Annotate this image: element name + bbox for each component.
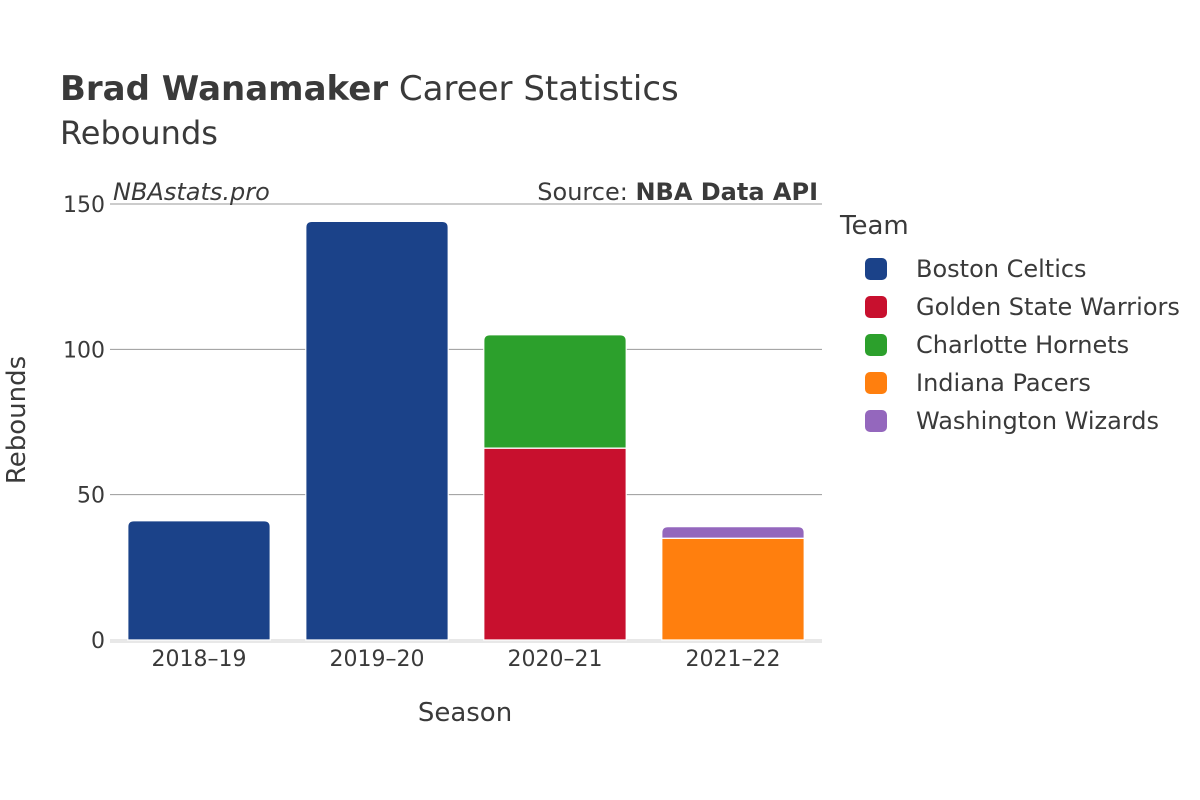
y-axis-title: Rebounds	[2, 356, 32, 484]
legend-item[interactable]: Boston Celtics	[840, 250, 1180, 288]
legend-swatch	[865, 410, 887, 432]
legend-swatch	[865, 334, 887, 356]
legend-label: Indiana Pacers	[916, 369, 1091, 397]
y-tick-label: 150	[63, 193, 105, 218]
bar-charlotte-hornets-2020–21	[483, 334, 627, 449]
legend-item[interactable]: Washington Wizards	[840, 402, 1180, 440]
chart-subtitle: Rebounds	[60, 114, 218, 152]
legend-item[interactable]: Indiana Pacers	[840, 364, 1180, 402]
source-label: Source:	[537, 178, 635, 206]
chart-title: Brad Wanamaker Career Statistics	[60, 68, 679, 110]
legend-item[interactable]: Golden State Warriors	[840, 288, 1180, 326]
x-axis-title: Season	[418, 698, 512, 728]
bars	[127, 220, 805, 641]
legend-swatch	[865, 372, 887, 394]
legend-swatch	[865, 258, 887, 280]
legend-label: Charlotte Hornets	[916, 331, 1130, 359]
legend: Team Boston Celtics Golden State Warriors…	[840, 206, 1180, 440]
legend-swatch	[865, 296, 887, 318]
title-rest: Career Statistics	[398, 69, 679, 109]
legend-label: Golden State Warriors	[916, 293, 1180, 321]
x-tick-label: 2020–21	[508, 647, 603, 672]
y-tick-label: 50	[77, 484, 105, 509]
source-note: Source: NBA Data API	[537, 178, 818, 206]
bar-golden-state-warriors-2020–21	[483, 447, 627, 641]
legend-title: Team	[840, 211, 909, 241]
title-player-name: Brad Wanamaker	[60, 69, 389, 109]
source-value: NBA Data API	[635, 178, 818, 206]
bar-boston-celtics-2019–20	[305, 220, 449, 641]
watermark: NBAstats.pro	[113, 178, 270, 206]
x-tick-label: 2018–19	[152, 647, 247, 672]
y-tick-label: 0	[91, 629, 105, 654]
legend-label: Boston Celtics	[916, 255, 1087, 283]
x-tick-label: 2021–22	[686, 647, 781, 672]
x-tick-label: 2019–20	[330, 647, 425, 672]
legend-label: Washington Wizards	[916, 407, 1160, 435]
bar-washington-wizards-2021–22	[661, 526, 805, 539]
y-tick-label: 100	[63, 338, 105, 363]
legend-items: Boston Celtics Golden State Warriors Charl…	[840, 250, 1180, 440]
x-ticks: 2018–19 2019–20 2020–21 2021–22	[152, 647, 781, 672]
gridlines	[110, 203, 822, 643]
bar-boston-celtics-2018–19	[127, 520, 271, 641]
bar-indiana-pacers-2021–22	[661, 537, 805, 641]
y-ticks: 0 50 100 150	[63, 193, 105, 654]
legend-item[interactable]: Charlotte Hornets	[840, 326, 1180, 364]
